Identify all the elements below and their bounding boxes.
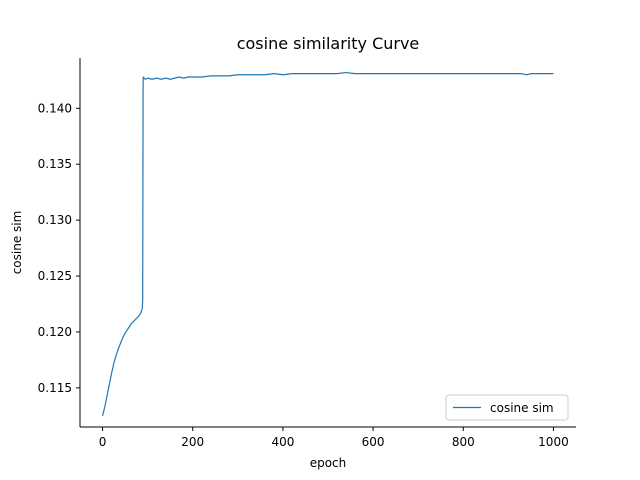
series-line-cosine-sim — [101, 71, 554, 416]
y-tick-label: 0.140 — [38, 101, 72, 115]
x-tick-label: 200 — [181, 435, 204, 449]
y-tick-label: 0.135 — [38, 157, 72, 171]
x-tick-label: 0 — [99, 435, 107, 449]
y-axis-label: cosine sim — [10, 211, 24, 275]
y-tick-label: 0.120 — [38, 325, 72, 339]
x-ticks: 0 200 400 600 800 1000 — [99, 427, 569, 449]
x-tick-label: 600 — [362, 435, 385, 449]
y-tick-label: 0.115 — [38, 381, 72, 395]
x-tick-label: 1000 — [538, 435, 569, 449]
x-axis-label: epoch — [310, 456, 347, 470]
x-tick-label: 800 — [452, 435, 475, 449]
x-tick-label: 400 — [271, 435, 294, 449]
y-ticks: 0.115 0.120 0.125 0.130 0.135 0.140 — [38, 101, 80, 395]
chart-title: cosine similarity Curve — [237, 34, 420, 53]
y-tick-label: 0.125 — [38, 269, 72, 283]
legend-label: cosine sim — [490, 401, 554, 415]
legend-box — [445, 394, 569, 421]
y-tick-label: 0.130 — [38, 213, 72, 227]
legend: cosine sim — [445, 394, 569, 421]
